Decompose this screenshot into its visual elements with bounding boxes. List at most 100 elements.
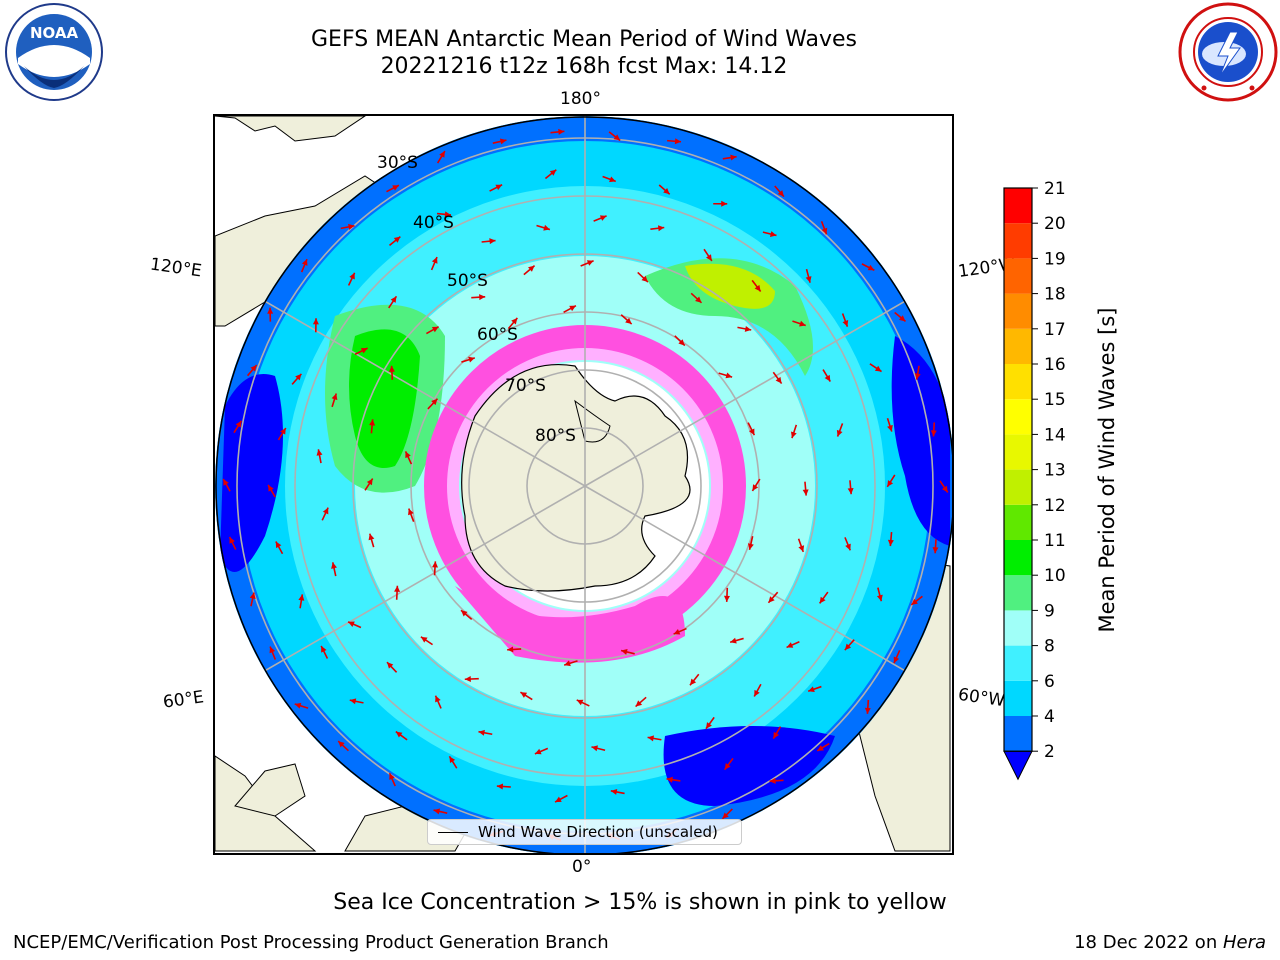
wave-direction-arrow xyxy=(316,449,323,464)
colorbar-segment xyxy=(1004,575,1032,611)
wave-direction-arrow xyxy=(769,777,784,784)
wave-direction-arrow xyxy=(729,637,744,644)
wave-direction-arrow xyxy=(337,740,349,752)
wave-direction-arrow xyxy=(721,808,733,820)
wave-direction-arrow xyxy=(481,238,496,245)
colorbar-segment xyxy=(1004,399,1032,435)
wave-direction-arrow xyxy=(608,131,621,142)
wave-direction-arrow xyxy=(427,398,439,410)
wave-direction-arrow xyxy=(939,480,949,493)
wave-direction-arrow xyxy=(267,307,274,322)
wind-wave-arrows xyxy=(222,128,949,841)
meridian-line xyxy=(584,485,952,747)
wave-direction-arrow xyxy=(822,369,831,382)
wave-direction-arrow xyxy=(354,347,368,356)
wave-direction-arrow xyxy=(620,314,633,325)
wave-direction-arrow xyxy=(635,696,647,708)
legend-label: Wind Wave Direction (unscaled) xyxy=(478,823,718,841)
wave-direction-arrow xyxy=(869,363,882,373)
ross-ice-shelf xyxy=(574,399,611,443)
wave-direction-arrow xyxy=(673,627,687,635)
colorbar-tick-label: 20 xyxy=(1044,214,1066,234)
wave-direction-arrow xyxy=(460,609,473,620)
colorbar-segment xyxy=(1004,610,1032,646)
wave-direction-arrow xyxy=(723,587,730,602)
lon-label-120e: 120°E xyxy=(148,254,203,282)
wave-direction-arrow xyxy=(747,536,754,551)
disc-boundary xyxy=(215,116,952,853)
wave-direction-arrow xyxy=(650,225,665,232)
colorbar-segment xyxy=(1004,293,1032,329)
colorbar-tick-label: 8 xyxy=(1044,637,1055,657)
wave-direction-arrow xyxy=(554,794,568,803)
wave-direction-arrow xyxy=(667,138,682,145)
latitude-label: 60°S xyxy=(477,325,518,345)
wave-direction-arrow xyxy=(298,594,305,609)
wave-direction-arrow xyxy=(747,422,756,436)
wave-direction-arrow xyxy=(910,595,923,606)
wave-direction-arrow xyxy=(369,419,376,434)
colorbar-segment xyxy=(1004,188,1032,224)
continent-outline xyxy=(234,763,306,817)
wave-direction-arrow xyxy=(818,591,829,604)
wave-direction-arrow xyxy=(536,224,551,231)
wave-direction-arrow xyxy=(550,128,565,135)
wave-direction-arrow xyxy=(228,536,237,550)
colorbar-segment xyxy=(1004,364,1032,400)
wave-direction-arrow xyxy=(807,685,822,693)
noaa-logo-icon: NOAA xyxy=(4,2,104,102)
wave-direction-arrow xyxy=(932,539,939,554)
wave-direction-arrow xyxy=(816,742,830,752)
colorbar-tick-label: 9 xyxy=(1044,601,1055,621)
wave-direction-arrow xyxy=(249,592,256,607)
deep-blue-patch-west xyxy=(220,374,283,572)
wave-direction-arrow xyxy=(347,272,356,286)
map-panel: 30°S 40°S 50°S 60°S 70°S 80°S xyxy=(213,114,954,855)
wave-direction-arrow xyxy=(864,699,871,714)
wave-direction-arrow xyxy=(489,184,503,192)
meridian-line xyxy=(584,225,952,487)
wave-direction-arrow xyxy=(802,481,809,496)
colorbar-tick-label: 2 xyxy=(1044,742,1055,762)
colorbar-extend-arrow xyxy=(1003,750,1033,781)
colorbar-tick-label: 19 xyxy=(1044,249,1066,269)
colorbar-tick-label: 13 xyxy=(1044,461,1066,481)
wave-direction-arrow xyxy=(430,256,438,271)
wave-direction-arrow xyxy=(408,508,415,522)
wave-direction-arrow xyxy=(420,636,433,646)
credit-date: 18 Dec 2022 on Hera xyxy=(1074,932,1266,953)
wave-direction-arrow xyxy=(751,478,761,492)
map-subtitle: 20221216 t12z 168h fcst Max: 14.12 xyxy=(380,54,788,79)
wave-direction-arrow xyxy=(294,702,309,709)
wave-direction-arrow xyxy=(492,138,507,145)
wave-direction-arrow xyxy=(433,808,448,815)
deep-blue-patch-south xyxy=(663,726,835,806)
wave-direction-arrow xyxy=(591,745,606,752)
wave-direction-arrow xyxy=(620,648,635,655)
wave-direction-arrow xyxy=(576,699,590,707)
wave-direction-arrow xyxy=(519,691,533,701)
colorbar-segment xyxy=(1004,469,1032,505)
map-legend: Wind Wave Direction (unscaled) xyxy=(427,819,742,845)
wave-direction-arrow xyxy=(610,789,625,795)
wave-direction-arrow xyxy=(312,318,319,333)
wave-direction-arrow xyxy=(349,698,364,705)
wave-direction-arrow xyxy=(432,561,439,576)
wave-direction-arrow xyxy=(786,641,800,649)
wave-direction-arrow xyxy=(844,639,855,651)
latitude-label: 40°S xyxy=(413,213,454,233)
wave-direction-arrow xyxy=(394,585,401,600)
wave-direction-arrow xyxy=(703,248,713,262)
wave-direction-arrow xyxy=(563,304,577,314)
wave-direction-arrow xyxy=(321,507,329,521)
wave-direction-arrow xyxy=(647,735,662,742)
wave-direction-arrow xyxy=(388,235,401,247)
deep-blue-patch-east xyxy=(891,336,950,546)
wave-direction-arrow xyxy=(331,562,337,577)
wave-direction-arrow xyxy=(792,320,806,327)
colorbar-tick-label: 18 xyxy=(1044,285,1066,305)
wave-direction-arrow xyxy=(478,729,493,736)
wave-direction-arrow xyxy=(448,755,458,769)
wave-direction-arrow xyxy=(637,271,649,283)
colorbar-segment xyxy=(1004,434,1032,470)
